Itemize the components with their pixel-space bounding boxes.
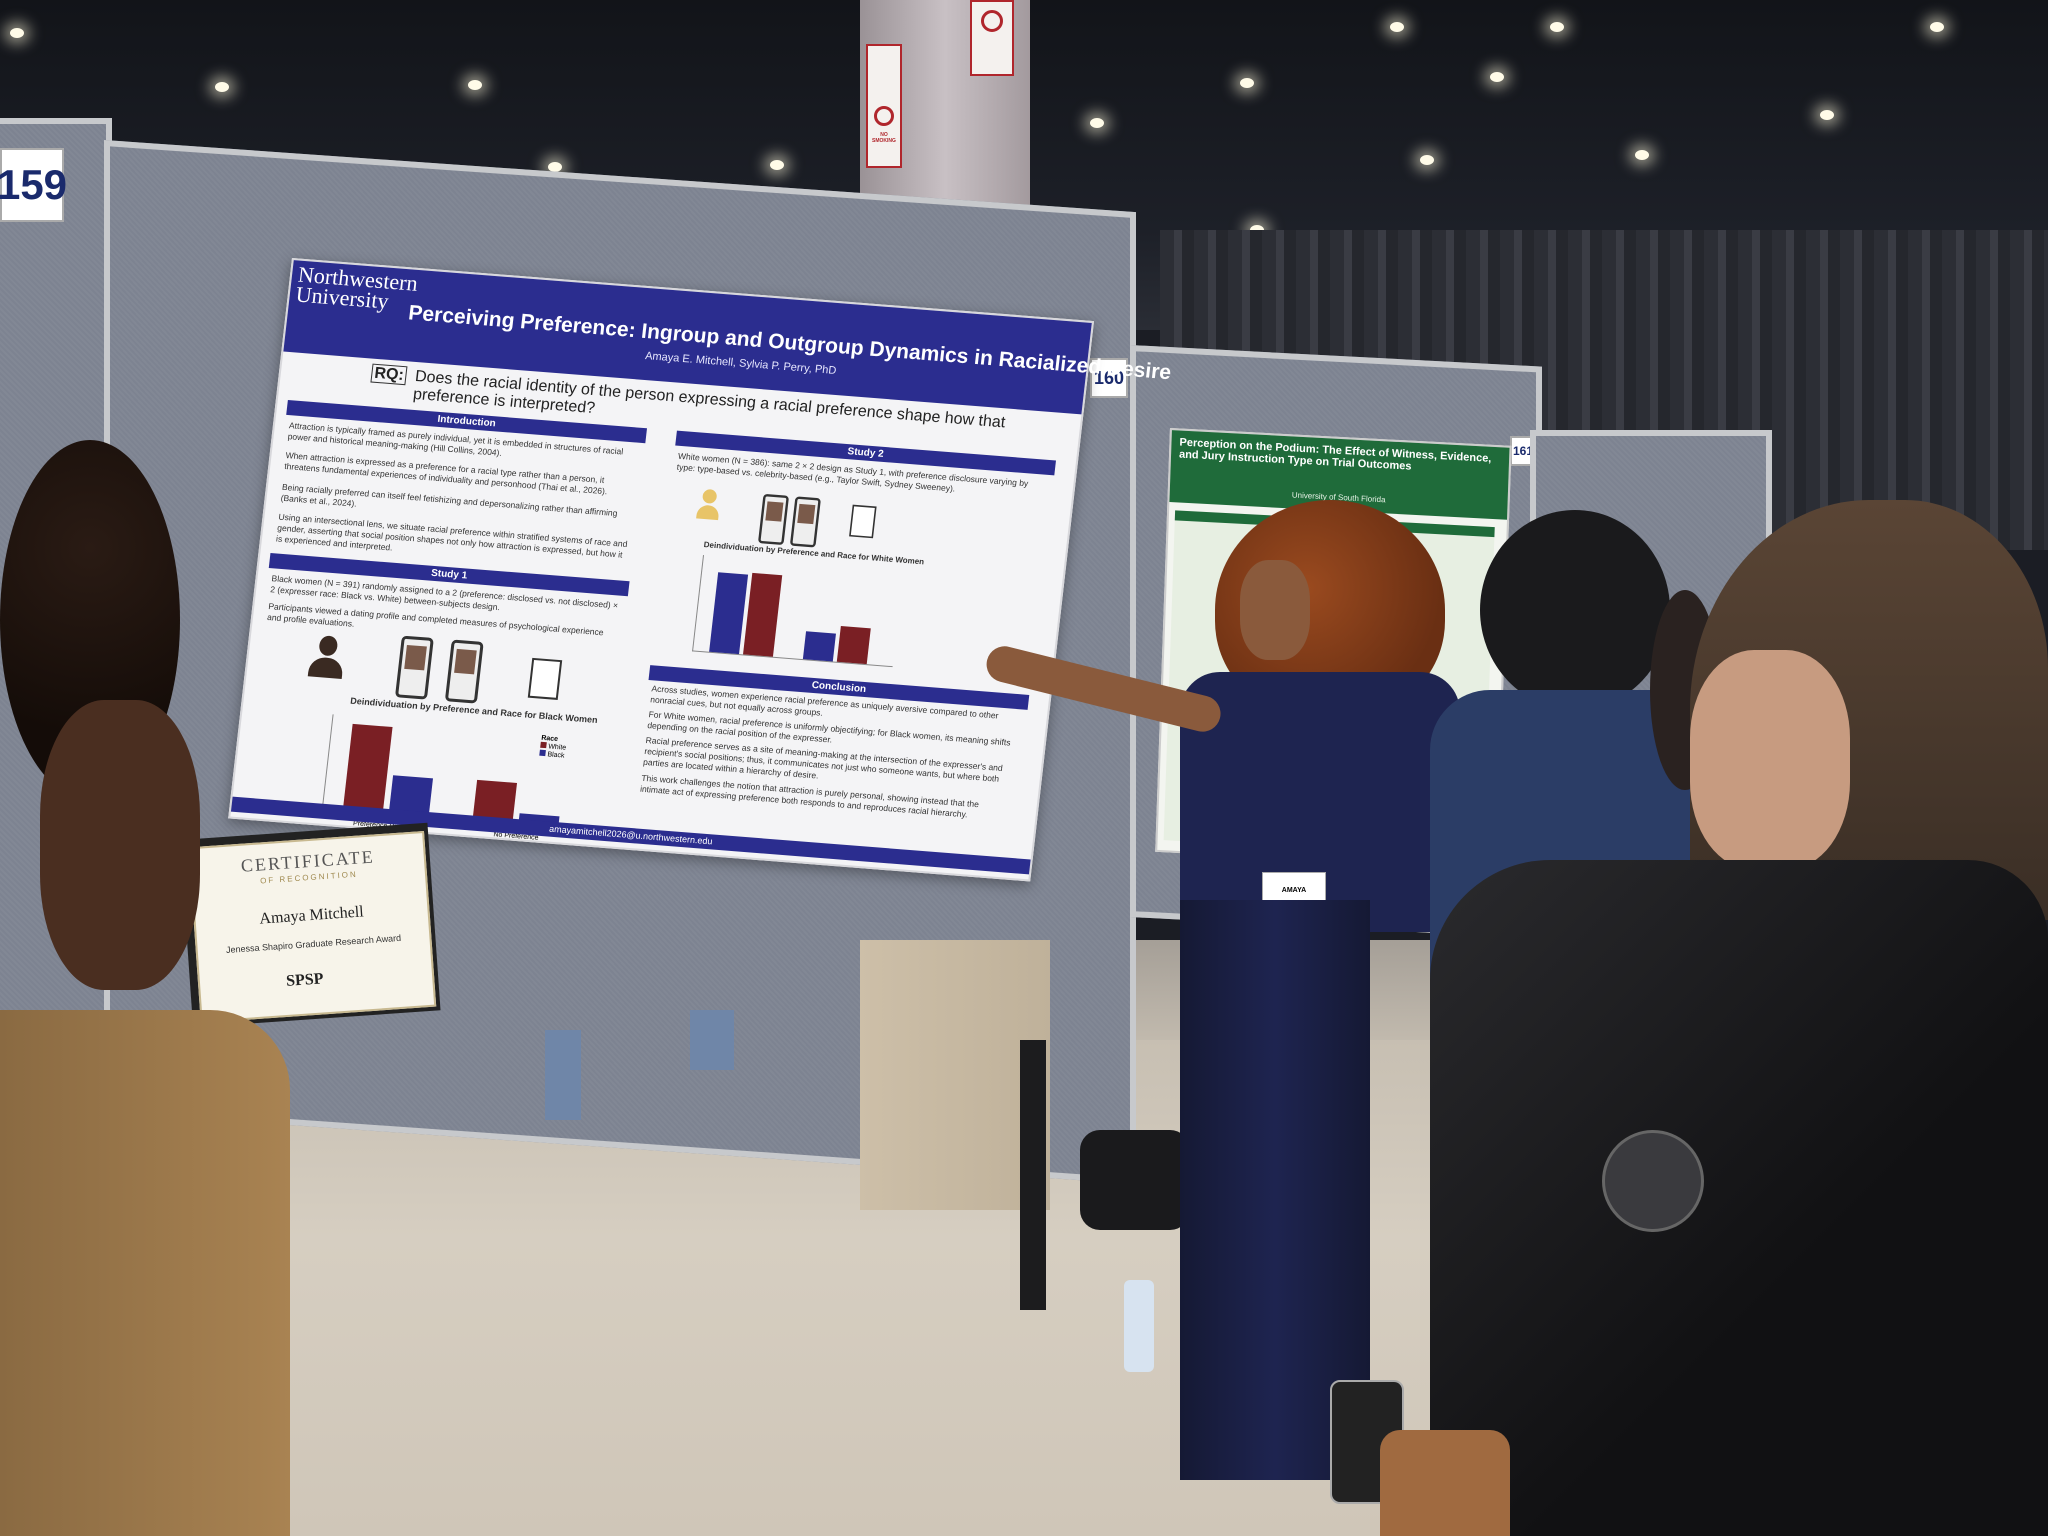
bar	[743, 572, 783, 657]
ceiling-light	[770, 160, 784, 170]
badge-name: AMAYA	[1281, 887, 1307, 894]
phone-profile-icon	[444, 639, 484, 704]
bar-white-disclosed	[342, 723, 393, 819]
chart1-legend: Race White Black	[539, 735, 567, 760]
phone-profile-icon	[394, 635, 434, 700]
person-legs	[545, 1030, 581, 1120]
no-smoking-sign	[970, 0, 1014, 76]
ceiling-light	[1420, 155, 1434, 165]
leather-bag-strap	[1380, 1430, 1510, 1536]
ceiling-light	[1635, 150, 1649, 160]
bar	[836, 626, 871, 665]
water-bottle	[1124, 1280, 1154, 1372]
rq-prefix: RQ:	[370, 363, 408, 386]
spsp-logo: SPSP	[285, 970, 324, 990]
foreground-woman-coat	[1430, 860, 2048, 1536]
woman-avatar-icon	[307, 634, 348, 681]
certificate-recipient: Amaya Mitchell	[258, 903, 365, 928]
black-bag	[1080, 1130, 1190, 1230]
ceiling-light	[1490, 72, 1504, 82]
woman-avatar-icon	[695, 488, 722, 521]
phone-profile-icon	[757, 493, 790, 546]
ceiling-light	[1930, 22, 1944, 32]
foreground-man-face	[40, 700, 200, 990]
ceiling-light	[468, 80, 482, 90]
ceiling-light	[1550, 22, 1564, 32]
sign-text: NO SMOKING	[872, 132, 896, 144]
phone-profile-icon	[789, 496, 821, 548]
bar	[709, 572, 749, 655]
clipboard-icon	[527, 657, 563, 700]
clipboard-icon	[849, 504, 877, 539]
neighbor-poster-title: Perception on the Podium: The Effect of …	[1178, 436, 1492, 473]
ceiling-light	[1240, 78, 1254, 88]
ceiling-light	[10, 28, 24, 38]
foreground-woman-face	[1690, 650, 1850, 870]
ceiling-light	[1090, 118, 1104, 128]
no-smoking-sign: NO SMOKING	[866, 44, 902, 168]
legend-label: Black	[546, 751, 565, 760]
listener-hair	[1480, 510, 1670, 710]
certificate-award: Jenessa Shapiro Graduate Research Award	[225, 932, 402, 956]
person-khaki-pants	[860, 940, 1050, 1210]
chart2-plot	[692, 555, 904, 668]
easel-leg	[1020, 1040, 1046, 1310]
presenter-face	[1240, 560, 1310, 660]
ceiling-light	[1820, 110, 1834, 120]
coat-patch-icon	[1602, 1130, 1704, 1232]
bar	[802, 631, 836, 662]
person-legs	[690, 1010, 734, 1070]
ceiling-light	[548, 162, 562, 172]
foreground-man-jacket	[0, 1010, 290, 1536]
board-number-tag: 160	[1090, 358, 1128, 398]
award-certificate: CERTIFICATE OF RECOGNITION Amaya Mitchel…	[180, 822, 441, 1028]
ceiling-light	[1390, 22, 1404, 32]
research-poster: Northwestern University Perceiving Prefe…	[228, 258, 1172, 882]
ceiling-light	[215, 82, 229, 92]
board-number-tag: 159	[0, 148, 67, 222]
